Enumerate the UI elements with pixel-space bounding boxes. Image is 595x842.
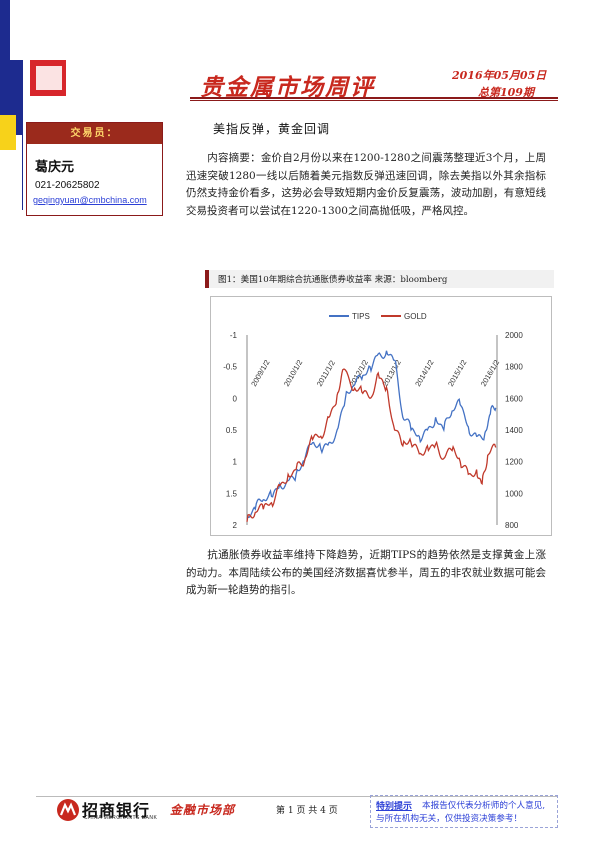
disclaimer-line-2: 与所在机构无关，仅供投资决策参考！ xyxy=(376,814,523,824)
right-tick-label: 2000 xyxy=(505,331,523,340)
left-tick-label: 1.5 xyxy=(226,489,238,498)
decor-block-yellow xyxy=(0,115,16,150)
header-divider xyxy=(190,97,558,99)
department-name: 金融市场部 xyxy=(170,803,236,817)
bank-name: 招商银行 xyxy=(82,801,151,820)
x-tick-label: 2009/1/2 xyxy=(249,358,271,388)
trader-label: 交易员： xyxy=(27,123,162,144)
series-line-gold xyxy=(246,368,497,522)
trader-phone: 021-20625802 xyxy=(35,180,100,191)
left-tick-label: 1 xyxy=(233,458,238,467)
right-tick-label: 1400 xyxy=(505,426,523,435)
left-tick-label: 0.5 xyxy=(226,426,238,435)
x-tick-label: 2010/1/2 xyxy=(282,358,304,388)
report-date: 2016年05月05日 xyxy=(452,69,547,82)
disclaimer-label: 特别提示 xyxy=(376,802,413,812)
figure-caption-bar xyxy=(205,270,554,288)
x-tick-label: 2014/1/2 xyxy=(413,358,435,388)
report-title: 贵金属市场周评 xyxy=(200,74,375,101)
right-tick-label: 1200 xyxy=(505,458,523,467)
body-text: 抗通胀债券收益率维持下降趋势，近期TIPS的趋势依然是支撑黄金上涨的动力。本周陆… xyxy=(186,549,546,596)
footer-divider xyxy=(36,796,558,797)
right-tick-label: 800 xyxy=(505,521,519,530)
decor-block-blue-top xyxy=(0,0,10,60)
bank-name-en: CHINA MERCHANTS BANK xyxy=(84,815,158,821)
trader-name: 葛庆元 xyxy=(35,160,75,175)
page-number: 第 1 页 共 4 页 xyxy=(276,806,338,816)
summary-paragraph: 内容摘要：金价自2月份以来在1200-1280之间震荡整理近3个月，上周迅速突破… xyxy=(186,150,546,220)
series-line-tips xyxy=(246,350,497,519)
left-tick-label: 2 xyxy=(233,521,238,530)
trader-card: 交易员： 葛庆元 021-20625802 geqingyuan@cmbchin… xyxy=(26,122,163,216)
disclaimer-box xyxy=(370,795,558,828)
right-tick-label: 1800 xyxy=(505,363,523,372)
left-tick-label: 0 xyxy=(233,394,238,403)
header-divider-thin xyxy=(190,100,558,101)
report-issue: 总第109期 xyxy=(478,86,534,99)
right-tick-label: 1000 xyxy=(505,489,523,498)
legend-label-gold: GOLD xyxy=(404,312,427,321)
article-title: 美指反弹，黄金回调 xyxy=(213,122,331,136)
disclaimer-line-1: 本报告仅代表分析师的个人意见, xyxy=(422,801,546,811)
tips-gold-chart: TIPS GOLD -1 -0.5 0 0.5 1 1.5 2 2000 1800 1600 14… xyxy=(223,312,523,530)
summary-text: 内容摘要：金价自2月份以来在1200-1280之间震荡整理近3个月，上周迅速突破… xyxy=(186,152,546,217)
trader-email-link[interactable]: geqingyuan@cmbchina.com xyxy=(33,195,147,205)
x-tick-label: 2011/1/2 xyxy=(315,359,337,388)
x-tick-label: 2016/1/2 xyxy=(479,358,501,388)
chart-frame: TIPS GOLD -1 -0.5 0 0.5 1 1.5 2 2000 1800 1600 14… xyxy=(210,296,552,536)
figure-caption: 图1：美国10年期综合抗通胀债券收益率 来源：bloomberg xyxy=(218,275,448,285)
right-tick-label: 1600 xyxy=(505,394,523,403)
body-paragraph: 抗通胀债券收益率维持下降趋势，近期TIPS的趋势依然是支撑黄金上涨的动力。本周陆… xyxy=(186,547,546,600)
left-tick-label: -0.5 xyxy=(223,363,237,372)
decor-block-pink xyxy=(36,66,62,90)
cmb-logo-icon xyxy=(57,799,79,821)
left-tick-label: -1 xyxy=(230,331,238,340)
x-tick-label: 2015/1/2 xyxy=(446,358,468,388)
legend-label-tips: TIPS xyxy=(352,312,370,321)
decor-line-vertical xyxy=(22,60,23,210)
